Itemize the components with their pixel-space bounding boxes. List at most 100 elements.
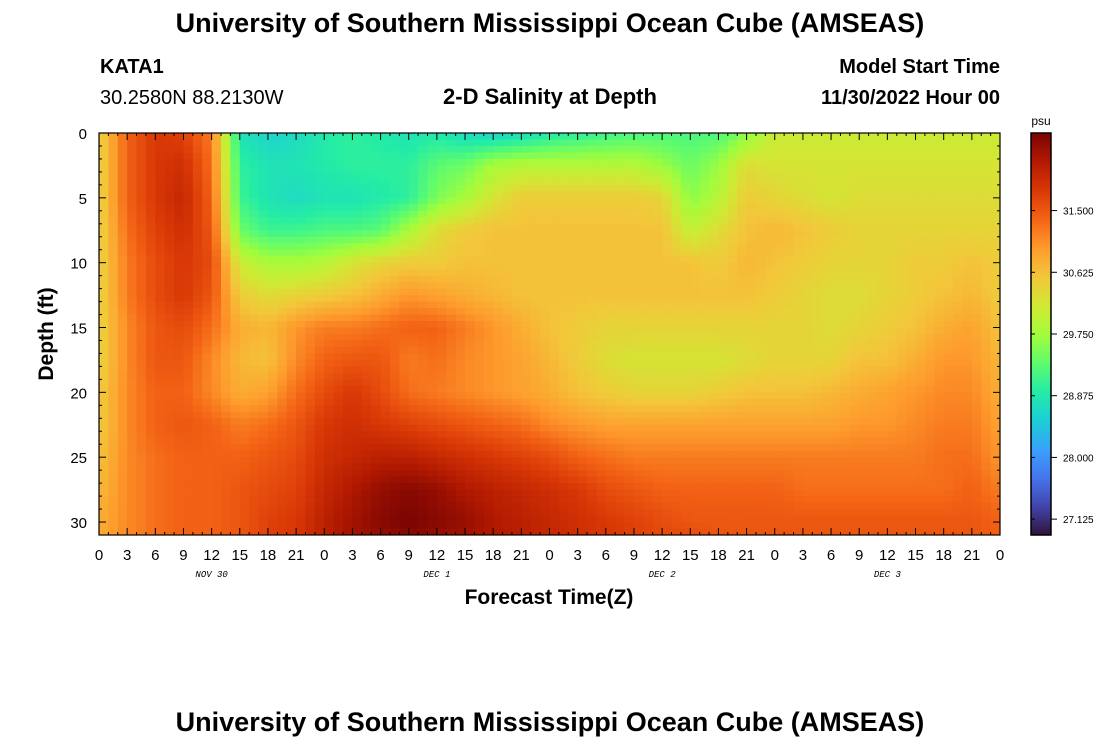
heatmap-cell xyxy=(455,522,466,530)
heatmap-cell xyxy=(230,256,241,264)
heatmap-cell xyxy=(699,178,710,186)
heatmap-cell xyxy=(821,405,832,413)
heatmap-cell xyxy=(746,437,757,445)
heatmap-cell xyxy=(108,178,119,186)
heatmap-cell xyxy=(521,184,532,192)
heatmap-cell xyxy=(465,178,476,186)
heatmap-cell xyxy=(408,171,419,179)
heatmap-cell xyxy=(296,411,307,419)
heatmap-cell xyxy=(483,353,494,361)
heatmap-cell xyxy=(502,197,513,205)
heatmap-cell xyxy=(605,236,616,244)
heatmap-cell xyxy=(230,476,241,484)
heatmap-cell xyxy=(549,522,560,530)
heatmap-cell xyxy=(136,483,147,491)
heatmap-cell xyxy=(690,353,701,361)
heatmap-cell xyxy=(371,269,382,277)
heatmap-cell xyxy=(267,262,278,270)
heatmap-cell xyxy=(333,327,344,335)
heatmap-cell xyxy=(127,509,138,517)
heatmap-cell xyxy=(418,301,429,309)
heatmap-cell xyxy=(455,340,466,348)
heatmap-cell xyxy=(690,282,701,290)
heatmap-cell xyxy=(380,321,391,329)
heatmap-cell xyxy=(239,346,250,355)
heatmap-cell xyxy=(793,145,804,154)
heatmap-cell xyxy=(371,509,382,517)
heatmap-cell xyxy=(605,528,616,535)
heatmap-cell xyxy=(305,314,316,322)
heatmap-cell xyxy=(605,450,616,458)
heatmap-cell xyxy=(202,152,213,160)
heatmap-cell xyxy=(164,515,175,523)
heatmap-cell xyxy=(493,515,504,523)
heatmap-cell xyxy=(296,353,307,361)
heatmap-cell xyxy=(277,308,288,316)
heatmap-cell xyxy=(389,236,400,244)
heatmap-cell xyxy=(831,178,842,186)
heatmap-cell xyxy=(202,346,213,355)
heatmap-cell xyxy=(174,262,185,270)
heatmap-cell xyxy=(436,295,447,303)
heatmap-cell xyxy=(136,424,147,432)
heatmap-cell xyxy=(155,308,166,316)
heatmap-cell xyxy=(680,470,691,478)
heatmap-cell xyxy=(455,158,466,167)
heatmap-cell xyxy=(849,249,860,257)
heatmap-cell xyxy=(333,133,344,141)
heatmap-cell xyxy=(408,223,419,231)
heatmap-cell xyxy=(596,243,607,251)
heatmap-cell xyxy=(230,236,241,244)
heatmap-cell xyxy=(558,236,569,244)
heatmap-cell xyxy=(802,457,813,465)
heatmap-cell xyxy=(596,340,607,348)
heatmap-cell xyxy=(418,308,429,316)
heatmap-cell xyxy=(155,424,166,432)
heatmap-cell xyxy=(699,314,710,322)
heatmap-cell xyxy=(765,152,776,160)
heatmap-cell xyxy=(305,295,316,303)
heatmap-cell xyxy=(521,269,532,277)
heatmap-cell xyxy=(680,366,691,374)
heatmap-cell xyxy=(202,178,213,186)
heatmap-cell xyxy=(774,275,785,283)
heatmap-cell xyxy=(493,230,504,238)
heatmap-cell xyxy=(831,269,842,277)
heatmap-cell xyxy=(549,243,560,251)
heatmap-cell xyxy=(399,385,410,393)
heatmap-cell xyxy=(427,405,438,413)
heatmap-cell xyxy=(465,314,476,322)
heatmap-cell xyxy=(587,496,598,504)
heatmap-cell xyxy=(211,353,222,361)
heatmap-cell xyxy=(755,334,766,342)
heatmap-cell xyxy=(755,366,766,374)
heatmap-cell xyxy=(258,262,269,270)
heatmap-cell xyxy=(633,379,644,387)
heatmap-cell xyxy=(699,133,710,141)
heatmap-cell xyxy=(624,262,635,270)
heatmap-cell xyxy=(587,463,598,471)
heatmap-cell xyxy=(408,444,419,452)
heatmap-cell xyxy=(549,431,560,439)
heatmap-cell xyxy=(831,308,842,316)
heatmap-cell xyxy=(380,528,391,535)
heatmap-cell xyxy=(239,301,250,309)
heatmap-cell xyxy=(145,256,156,264)
heatmap-cell xyxy=(108,515,119,523)
heatmap-cell xyxy=(239,288,250,296)
heatmap-cell xyxy=(221,236,231,244)
heatmap-cell xyxy=(202,528,213,535)
heatmap-cell xyxy=(239,509,250,517)
heatmap-cell xyxy=(202,165,213,173)
heatmap-cell xyxy=(633,359,644,368)
heatmap-cell xyxy=(521,411,532,419)
heatmap-cell xyxy=(286,431,297,439)
heatmap-cell xyxy=(258,158,269,167)
heatmap-cell xyxy=(615,334,626,342)
heatmap-cell xyxy=(558,282,569,290)
heatmap-cell xyxy=(408,346,419,355)
heatmap-cell xyxy=(174,522,185,530)
heatmap-cell xyxy=(136,476,147,484)
heatmap-cell xyxy=(699,295,710,303)
heatmap-cell xyxy=(474,379,485,387)
